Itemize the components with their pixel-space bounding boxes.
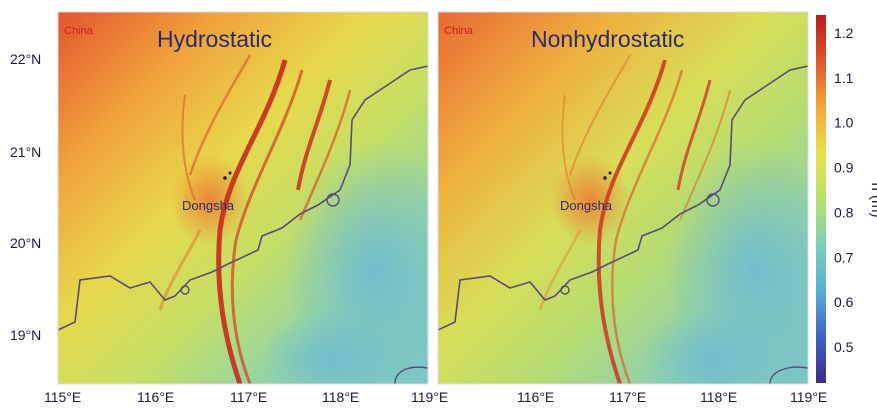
x-tick-label: 118°E (322, 389, 359, 405)
panel-title: Hydrostatic (157, 26, 272, 52)
x-tick-label: 117°E (609, 389, 646, 405)
panel-title: Nonhydrostatic (531, 26, 684, 52)
x-tick-label: 119°E (790, 389, 827, 405)
x-tick-label: 116°E (137, 389, 174, 405)
map-field-hydrostatic (58, 12, 428, 384)
panel-nonhydrostatic: China Nonhydrostatic Dongsha (437, 11, 809, 385)
y-tick-label: 20°N (10, 235, 41, 251)
colorbar-tick-label: 0.8 (834, 205, 854, 221)
x-tick-label: 119°E (411, 389, 448, 405)
colorbar-tick-label: 1.1 (834, 70, 854, 86)
region-label: China (444, 25, 474, 37)
panel-hydrostatic: China Hydrostatic Dongsha (57, 11, 429, 385)
y-tick-label: 19°N (10, 327, 41, 343)
colorbar-tick-label: 1.2 (834, 25, 854, 41)
map-field-nonhydrostatic (438, 12, 808, 384)
colorbar: 1.2 1.1 1.0 0.9 0.8 0.7 0.6 0.5 h (m) (816, 15, 877, 383)
y-axis: 22°N 21°N 20°N 19°N (10, 51, 41, 343)
panel-frame (57, 11, 429, 385)
panel-frame (437, 11, 809, 385)
x-axis: 115°E 116°E 117°E 118°E 119°E 116°E 117°… (44, 389, 827, 405)
region-label: China (64, 25, 94, 37)
colorbar-tick-label: 0.7 (834, 249, 854, 265)
place-label: Dongsha (182, 198, 235, 213)
x-tick-label: 116°E (517, 389, 554, 405)
place-label: Dongsha (560, 198, 613, 213)
colorbar-tick-label: 0.5 (834, 339, 854, 355)
colorbar-title: h (m) (868, 183, 877, 218)
x-tick-label: 118°E (700, 389, 737, 405)
colorbar-tick-label: 0.9 (834, 160, 854, 176)
colorbar-tick-label: 1.0 (834, 115, 854, 131)
x-tick-label: 117°E (230, 389, 267, 405)
x-tick-label: 115°E (44, 389, 81, 405)
colorbar-ticks: 1.2 1.1 1.0 0.9 0.8 0.7 0.6 0.5 (834, 25, 854, 355)
y-tick-label: 21°N (10, 144, 41, 160)
colorbar-ramp (816, 15, 826, 383)
y-tick-label: 22°N (10, 51, 41, 67)
colorbar-tick-label: 0.6 (834, 294, 854, 310)
